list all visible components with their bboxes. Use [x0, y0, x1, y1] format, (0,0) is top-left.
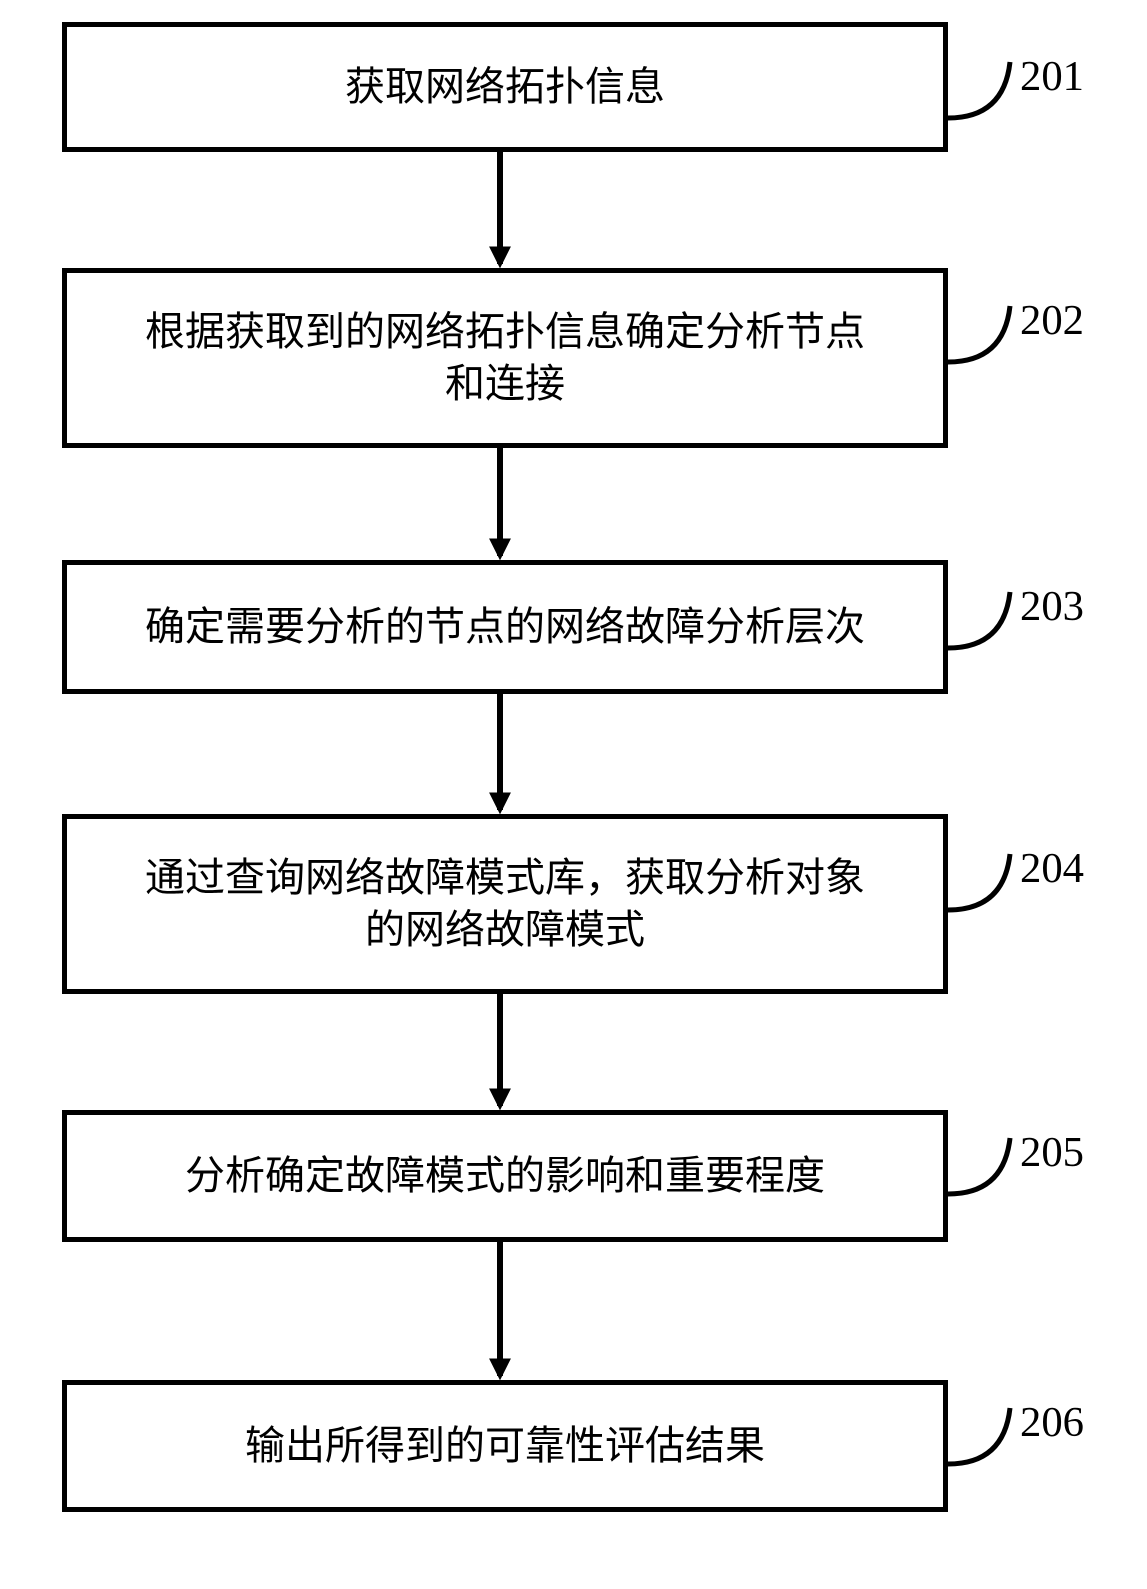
step-label-3: 203 [1020, 582, 1084, 631]
label-connector-2 [948, 306, 1010, 362]
step-label-2: 202 [1020, 296, 1084, 345]
step-label-1: 201 [1020, 52, 1084, 101]
edges-layer [0, 0, 1147, 1589]
flowchart-node-1: 获取网络拓扑信息 [62, 22, 948, 152]
label-connector-3 [948, 592, 1010, 648]
flowchart-node-2: 根据获取到的网络拓扑信息确定分析节点和连接 [62, 268, 948, 448]
step-label-4: 204 [1020, 844, 1084, 893]
flowchart-node-6: 输出所得到的可靠性评估结果 [62, 1380, 948, 1512]
flowchart-node-3: 确定需要分析的节点的网络故障分析层次 [62, 560, 948, 694]
flowchart-node-5: 分析确定故障模式的影响和重要程度 [62, 1110, 948, 1242]
label-connector-6 [948, 1408, 1010, 1464]
step-label-6: 206 [1020, 1398, 1084, 1447]
label-connector-1 [948, 62, 1010, 118]
label-connector-5 [948, 1138, 1010, 1194]
label-connector-4 [948, 854, 1010, 910]
step-label-5: 205 [1020, 1128, 1084, 1177]
flowchart-canvas: 获取网络拓扑信息根据获取到的网络拓扑信息确定分析节点和连接确定需要分析的节点的网… [0, 0, 1147, 1589]
flowchart-node-4: 通过查询网络故障模式库，获取分析对象的网络故障模式 [62, 814, 948, 994]
